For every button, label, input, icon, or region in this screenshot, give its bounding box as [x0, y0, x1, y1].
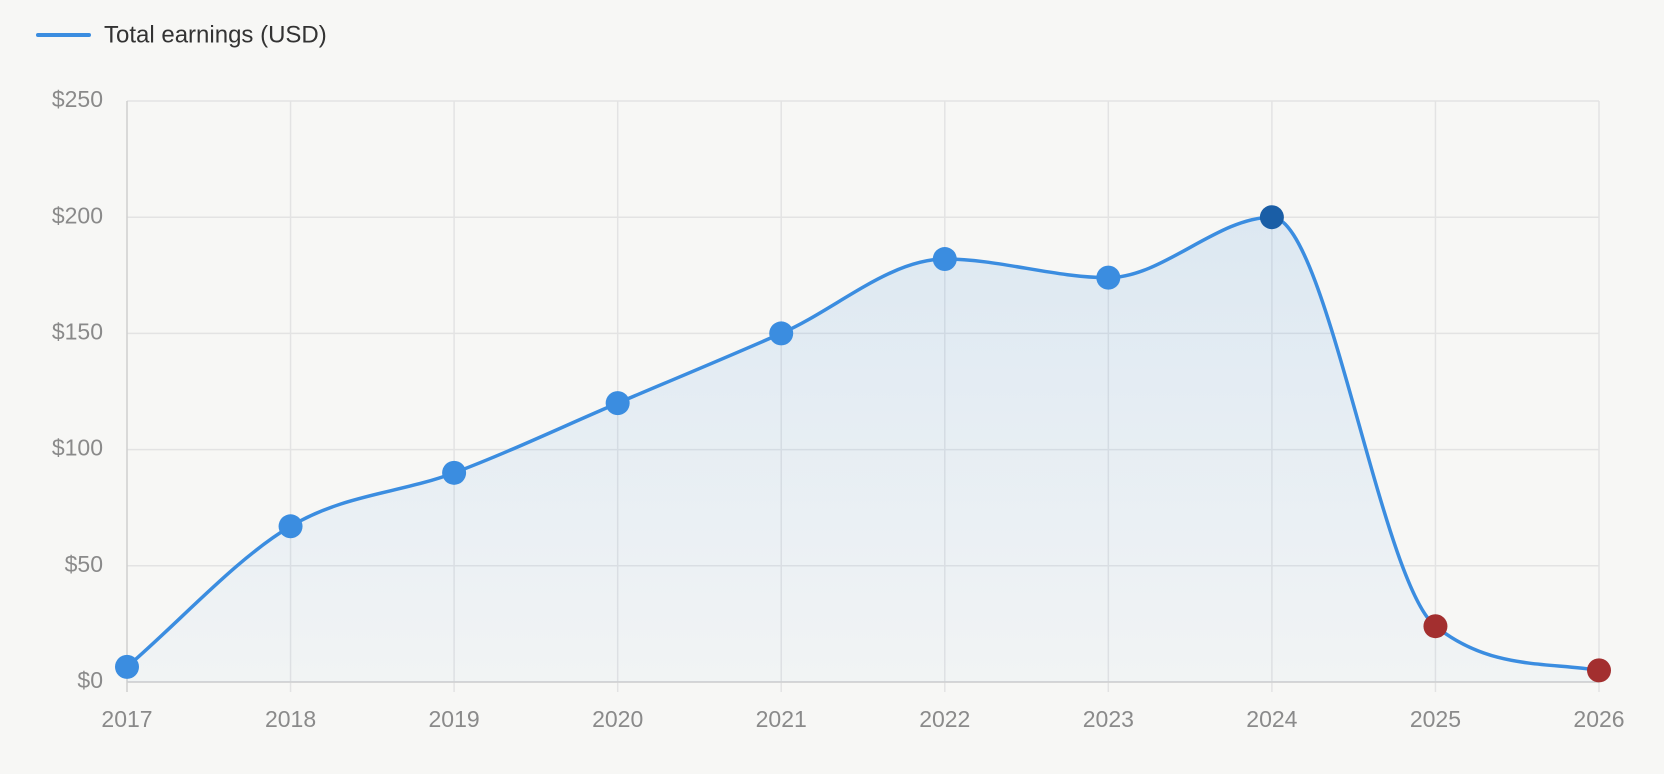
x-tick-label: 2023: [1083, 706, 1134, 732]
data-point: [115, 654, 139, 679]
x-tick-label: 2024: [1246, 706, 1297, 732]
legend-text: Total earnings (USD): [104, 21, 327, 48]
y-tick-label: $50: [65, 551, 103, 577]
x-tick-label: 2022: [919, 706, 970, 732]
x-tick-label: 2021: [756, 706, 807, 732]
data-point: [1259, 205, 1284, 230]
x-tick-label: 2025: [1410, 706, 1461, 732]
y-tick-label: $100: [52, 435, 103, 461]
y-tick-label: $200: [52, 202, 103, 228]
y-tick-label: $150: [52, 318, 103, 344]
y-tick-label: $0: [77, 667, 103, 693]
x-tick-label: 2026: [1573, 706, 1624, 732]
x-tick-label: 2020: [592, 706, 643, 732]
data-point: [1096, 265, 1121, 290]
x-tick-label: 2018: [265, 706, 316, 732]
data-point: [1587, 658, 1611, 683]
data-point: [442, 460, 467, 485]
data-point: [932, 247, 957, 272]
data-point: [605, 391, 630, 416]
plot: [115, 205, 1611, 683]
data-point: [769, 321, 794, 346]
y-tick-label: $250: [52, 86, 103, 112]
area: [127, 217, 1599, 682]
data-point: [1423, 614, 1448, 639]
data-point: [278, 514, 303, 539]
x-tick-label: 2017: [101, 706, 152, 732]
x-tick-label: 2019: [429, 706, 480, 732]
line: [125, 215, 1600, 673]
